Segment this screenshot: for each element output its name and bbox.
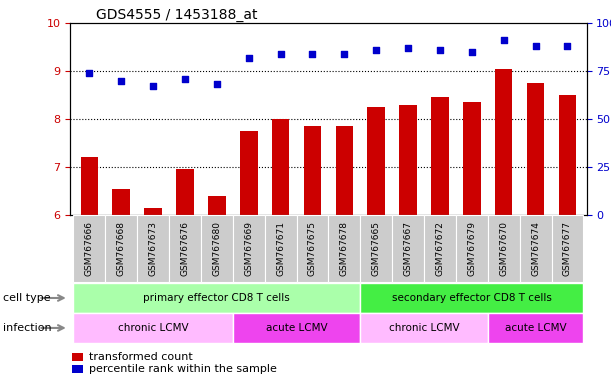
Text: GSM767679: GSM767679 xyxy=(467,221,477,276)
Bar xyxy=(527,83,544,215)
Text: GSM767668: GSM767668 xyxy=(117,221,126,276)
Text: GSM767680: GSM767680 xyxy=(213,221,221,276)
Text: infection: infection xyxy=(3,323,52,333)
Point xyxy=(212,81,222,88)
Text: chronic LCMV: chronic LCMV xyxy=(118,323,188,333)
Bar xyxy=(360,313,488,343)
Bar xyxy=(72,353,83,361)
Bar xyxy=(400,104,417,215)
Point xyxy=(148,83,158,89)
Bar xyxy=(304,126,321,215)
Text: GDS4555 / 1453188_at: GDS4555 / 1453188_at xyxy=(96,8,258,22)
Point xyxy=(371,47,381,53)
Bar xyxy=(360,215,392,282)
Point xyxy=(307,51,317,57)
Bar xyxy=(144,208,162,215)
Text: percentile rank within the sample: percentile rank within the sample xyxy=(89,364,276,374)
Bar xyxy=(296,215,329,282)
Bar xyxy=(558,95,576,215)
Point xyxy=(435,47,445,53)
Text: GSM767667: GSM767667 xyxy=(404,221,412,276)
Bar xyxy=(137,215,169,282)
Bar xyxy=(73,283,360,313)
Bar xyxy=(367,107,385,215)
Text: primary effector CD8 T cells: primary effector CD8 T cells xyxy=(144,293,290,303)
Bar xyxy=(233,313,360,343)
Bar xyxy=(176,169,194,215)
Bar xyxy=(72,365,83,373)
Bar xyxy=(488,215,519,282)
Bar xyxy=(73,313,233,343)
Bar xyxy=(335,126,353,215)
Text: cell type: cell type xyxy=(3,293,51,303)
Text: acute LCMV: acute LCMV xyxy=(266,323,327,333)
Point xyxy=(276,51,285,57)
Text: GSM767671: GSM767671 xyxy=(276,221,285,276)
Bar xyxy=(392,215,424,282)
Bar xyxy=(208,196,225,215)
Text: GSM767672: GSM767672 xyxy=(436,221,444,276)
Bar xyxy=(456,215,488,282)
Text: GSM767670: GSM767670 xyxy=(499,221,508,276)
Text: GSM767665: GSM767665 xyxy=(371,221,381,276)
Point xyxy=(84,70,94,76)
Bar xyxy=(112,189,130,215)
Bar xyxy=(240,131,257,215)
Bar xyxy=(519,215,552,282)
Text: GSM767676: GSM767676 xyxy=(180,221,189,276)
Bar xyxy=(488,313,584,343)
Point xyxy=(531,43,541,49)
Bar xyxy=(431,98,448,215)
Bar xyxy=(360,283,584,313)
Point xyxy=(467,49,477,55)
Bar xyxy=(495,69,513,215)
Bar xyxy=(329,215,360,282)
Bar xyxy=(552,215,584,282)
Point xyxy=(340,51,349,57)
Point xyxy=(499,37,508,43)
Text: GSM767674: GSM767674 xyxy=(531,221,540,276)
Text: chronic LCMV: chronic LCMV xyxy=(389,323,459,333)
Text: GSM767677: GSM767677 xyxy=(563,221,572,276)
Text: GSM767678: GSM767678 xyxy=(340,221,349,276)
Text: acute LCMV: acute LCMV xyxy=(505,323,566,333)
Bar xyxy=(233,215,265,282)
Bar xyxy=(201,215,233,282)
Text: GSM767669: GSM767669 xyxy=(244,221,253,276)
Point xyxy=(403,45,413,51)
Bar xyxy=(169,215,201,282)
Text: transformed count: transformed count xyxy=(89,352,192,362)
Bar xyxy=(265,215,296,282)
Text: GSM767673: GSM767673 xyxy=(148,221,158,276)
Bar xyxy=(105,215,137,282)
Text: secondary effector CD8 T cells: secondary effector CD8 T cells xyxy=(392,293,552,303)
Bar xyxy=(81,157,98,215)
Point xyxy=(116,78,126,84)
Point xyxy=(180,76,190,82)
Point xyxy=(244,55,254,61)
Bar xyxy=(73,215,105,282)
Text: GSM767675: GSM767675 xyxy=(308,221,317,276)
Text: GSM767666: GSM767666 xyxy=(85,221,94,276)
Point xyxy=(563,43,573,49)
Bar xyxy=(272,119,290,215)
Bar xyxy=(424,215,456,282)
Bar xyxy=(463,102,481,215)
